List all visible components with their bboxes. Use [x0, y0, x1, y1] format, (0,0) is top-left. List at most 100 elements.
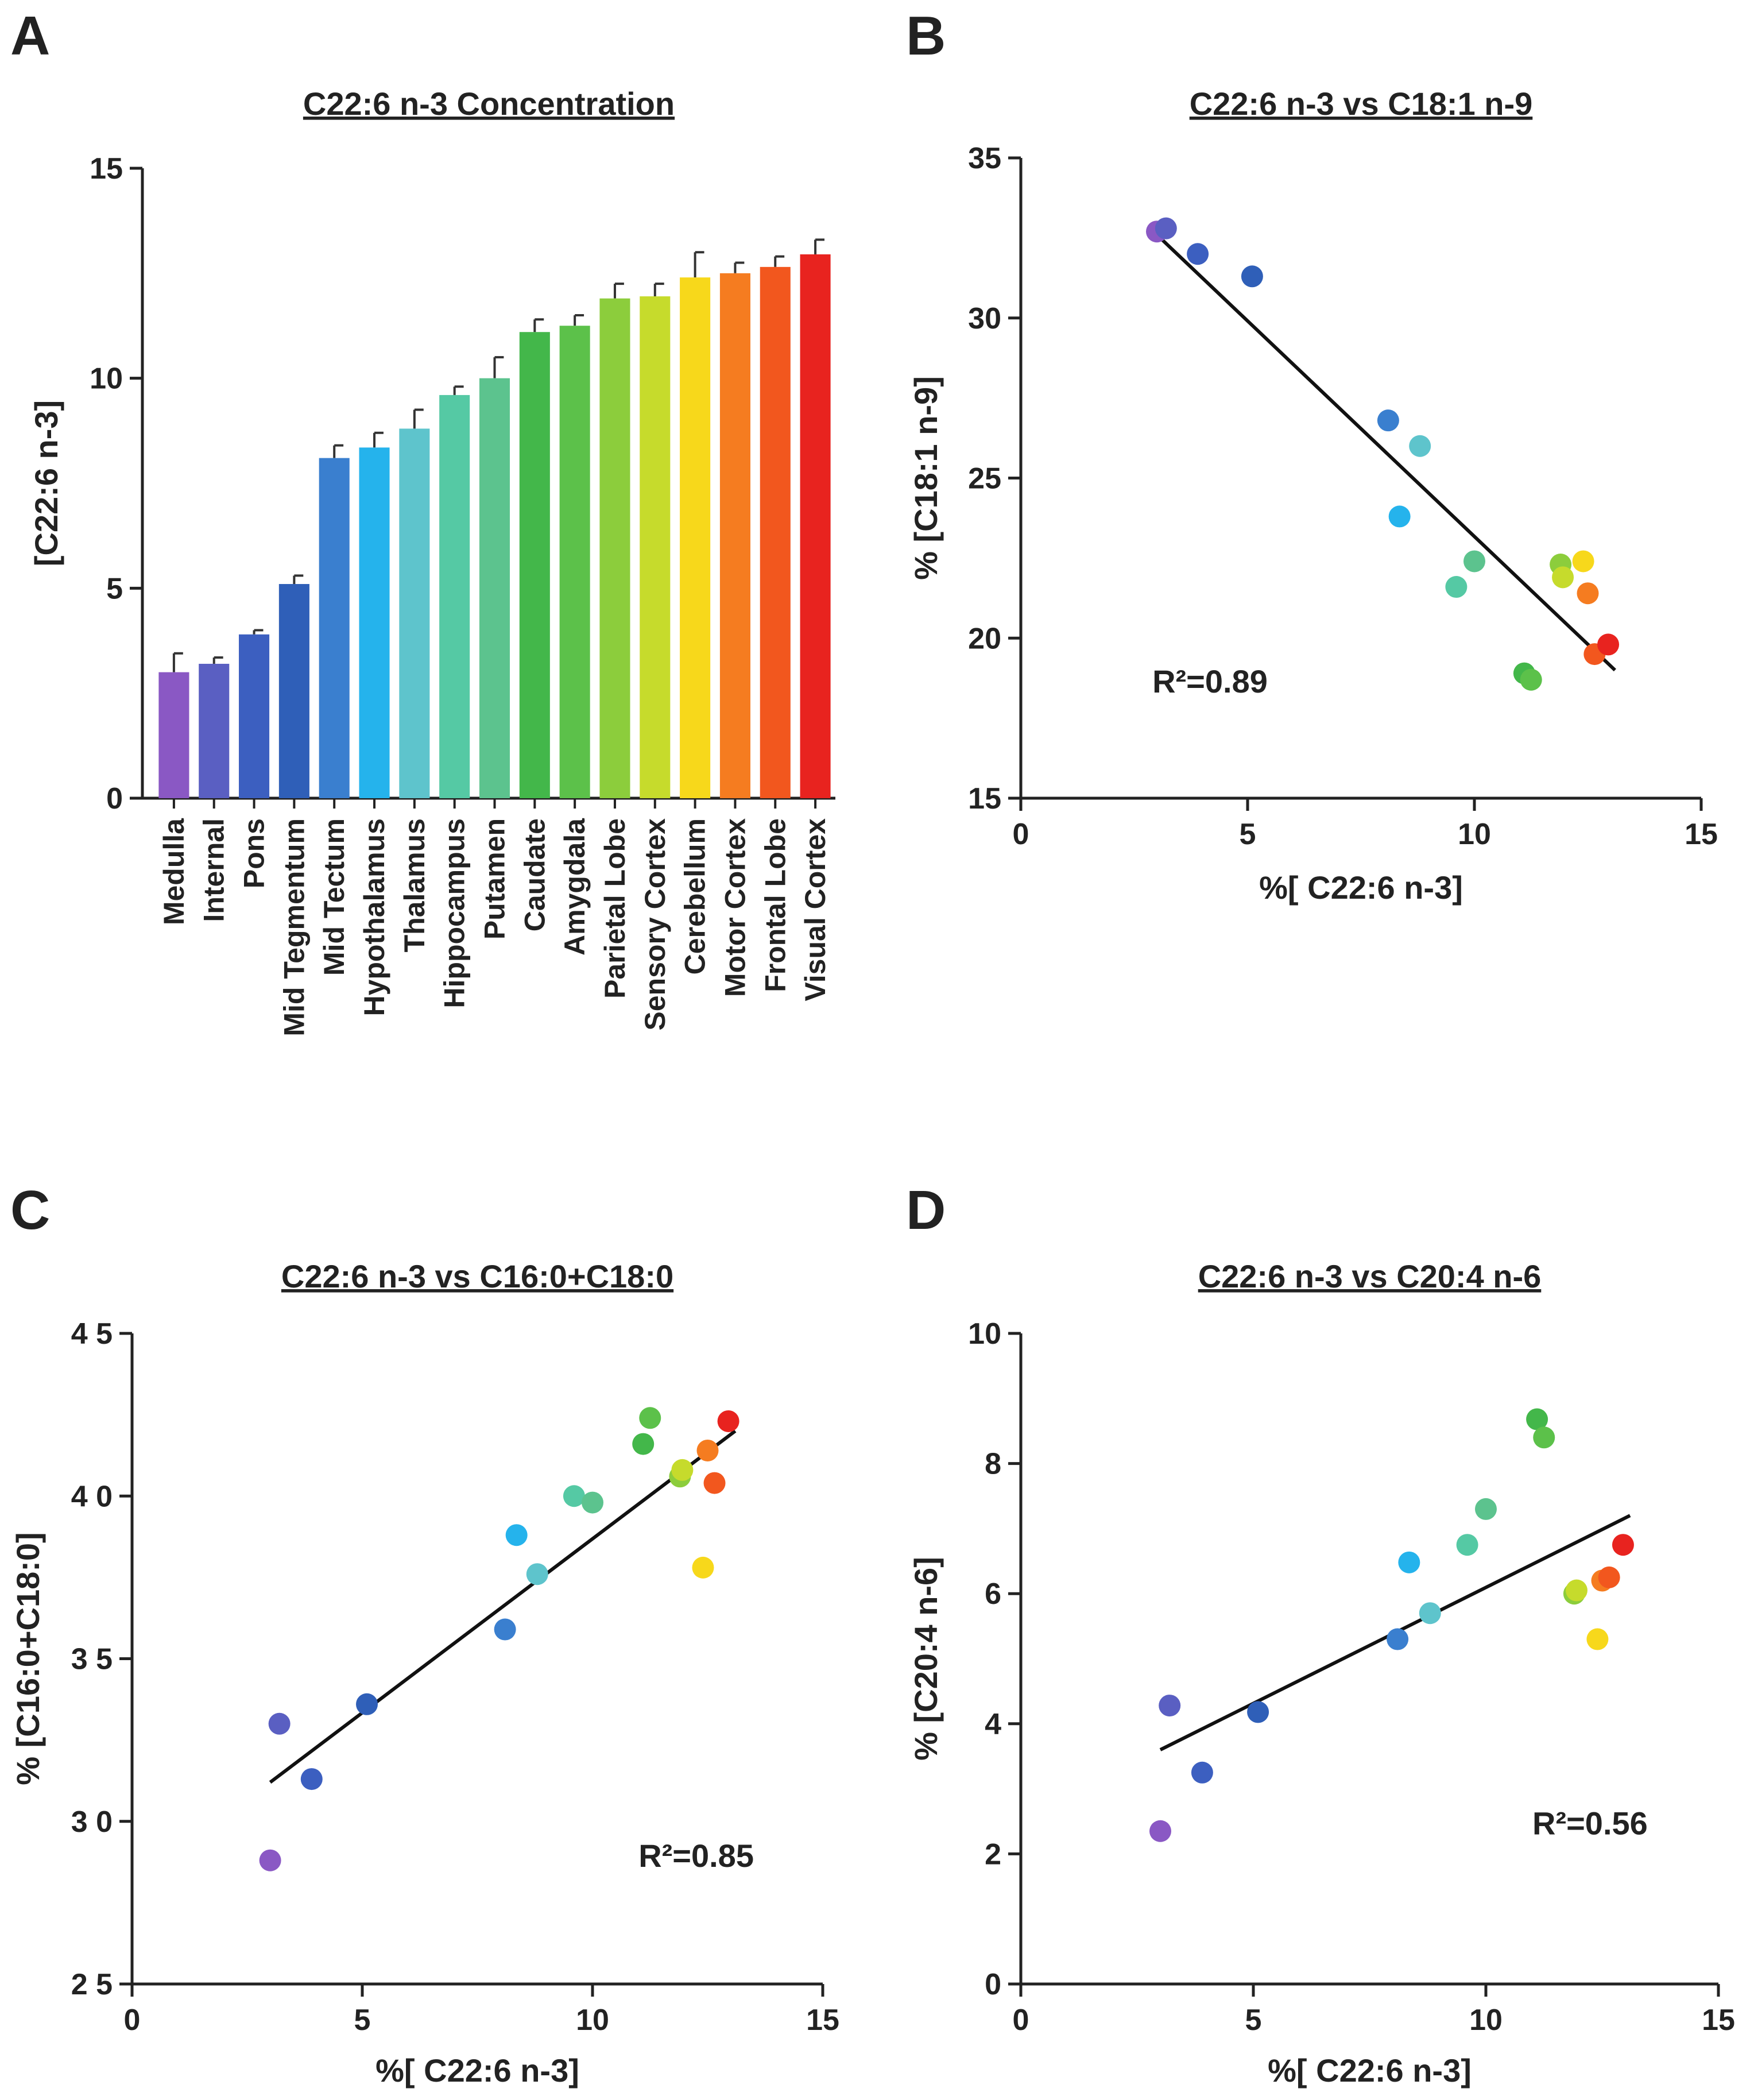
panel-b: B C22:6 n-3 vs C18:1 n-9 15 20 25 30 35 0 5 10 15%… — [906, 5, 1718, 906]
data-point — [1159, 1695, 1181, 1717]
r-squared-annotation: R²=0.56 — [1532, 1805, 1648, 1841]
x-tick-label: 10 — [576, 2004, 609, 2037]
data-point — [1419, 1602, 1441, 1625]
data-point — [632, 1433, 655, 1455]
y-tick-label: 0 — [985, 1968, 1001, 2001]
y-tick-label: 10 — [90, 362, 123, 396]
y-tick-label: 15 — [968, 782, 1001, 815]
chart-title: C22:6 n-3 Concentration — [303, 86, 675, 122]
y-tick-label: 35 — [968, 142, 1001, 175]
y-tick-label: 25 — [968, 462, 1001, 496]
x-tick-label: 10 — [1458, 818, 1491, 851]
data-point — [1155, 217, 1177, 239]
data-point — [1612, 1534, 1634, 1556]
data-point — [1409, 435, 1431, 457]
y-tick-label: 10 — [968, 1317, 1001, 1351]
category-label: Amygdala — [559, 818, 591, 956]
x-tick-label: 15 — [1702, 2004, 1735, 2037]
x-tick-label: 10 — [1469, 2004, 1503, 2037]
y-axis-label: % [C18:1 n-9] — [908, 376, 944, 580]
y-tick-label: 8 — [985, 1448, 1001, 1481]
bar — [439, 395, 470, 798]
data-point — [268, 1712, 291, 1735]
category-label: Visual Cortex — [799, 818, 831, 1001]
data-point — [1552, 566, 1574, 589]
panel-letter: D — [906, 1179, 946, 1241]
bar — [479, 378, 510, 798]
x-tick-label: 5 — [354, 2004, 371, 2037]
data-point — [1387, 1628, 1409, 1650]
y-tick-label: 4 — [985, 1708, 1001, 1741]
bar — [399, 428, 430, 798]
x-tick-label: 0 — [1013, 2004, 1029, 2037]
data-point — [1586, 1628, 1609, 1650]
data-point — [1456, 1534, 1478, 1556]
data-point — [717, 1410, 739, 1432]
data-point — [1241, 265, 1263, 288]
y-axis-label: [C22:6 n-3] — [28, 400, 64, 566]
bar — [760, 266, 791, 798]
bar — [680, 277, 711, 798]
regression-line — [269, 1429, 737, 1784]
data-point — [1187, 243, 1209, 265]
bar — [278, 584, 309, 798]
category-label: Frontal Lobe — [759, 818, 791, 992]
r-squared-annotation: R²=0.85 — [638, 1838, 754, 1874]
bar — [559, 326, 590, 798]
data-point — [1475, 1498, 1497, 1520]
data-point — [1377, 409, 1399, 432]
bar — [719, 273, 750, 798]
category-label: Mid Tectum — [318, 818, 350, 976]
chart-title: C22:6 n-3 vs C18:1 n-9 — [1190, 86, 1533, 122]
data-point — [582, 1491, 603, 1514]
data-point — [1572, 550, 1594, 573]
data-point — [356, 1693, 378, 1715]
data-point — [1149, 1820, 1171, 1842]
data-point — [1565, 1579, 1587, 1602]
x-tick-label: 0 — [124, 2004, 141, 2037]
data-point — [1598, 1566, 1620, 1588]
data-point — [639, 1407, 661, 1429]
y-tick-label: 4 5 — [71, 1317, 113, 1351]
chart-title: C22:6 n-3 vs C16:0+C18:0 — [281, 1258, 673, 1294]
bar — [199, 663, 230, 798]
panel-letter: B — [906, 5, 946, 67]
x-axis-label: %[ C22:6 n-3] — [1259, 869, 1463, 906]
panel-letter: C — [10, 1179, 50, 1241]
y-tick-label: 4 0 — [71, 1480, 113, 1513]
data-point — [1445, 576, 1468, 598]
data-point — [1520, 668, 1542, 691]
data-point — [259, 1849, 281, 1871]
data-point — [1247, 1701, 1269, 1723]
y-tick-label: 2 5 — [71, 1968, 113, 2001]
data-point — [671, 1459, 694, 1481]
data-point — [1577, 582, 1599, 605]
panel-a: A C22:6 n-3 Concentration 0 5 10 15 [C22:6 n-3… — [10, 5, 835, 1037]
category-label: Sensory Cortex — [639, 818, 671, 1031]
y-tick-label: 3 0 — [71, 1805, 113, 1839]
category-label: Thalamus — [398, 818, 431, 952]
data-point — [563, 1485, 585, 1507]
bar — [599, 298, 630, 798]
data-point — [1463, 550, 1485, 573]
y-tick-label: 5 — [106, 572, 123, 605]
y-axis-label: % [C16:0+C18:0] — [10, 1532, 46, 1785]
data-point — [494, 1618, 516, 1641]
y-axis-label: % [C20:4 n-6] — [908, 1557, 944, 1761]
bar — [239, 634, 270, 798]
bar — [158, 672, 189, 798]
y-tick-label: 30 — [968, 302, 1001, 335]
data-point — [696, 1439, 719, 1461]
category-label: Motor Cortex — [719, 818, 751, 997]
data-point — [300, 1768, 323, 1790]
x-tick-label: 15 — [806, 2004, 839, 2037]
y-tick-label: 3 5 — [71, 1643, 113, 1676]
y-tick-label: 20 — [968, 622, 1001, 655]
category-label: Medulla — [158, 818, 190, 925]
category-label: Putamen — [479, 818, 511, 939]
category-label: Hippocampus — [439, 818, 471, 1008]
category-label: Parietal Lobe — [599, 818, 631, 999]
panel-letter: A — [10, 5, 50, 67]
r-squared-annotation: R²=0.89 — [1152, 663, 1268, 699]
